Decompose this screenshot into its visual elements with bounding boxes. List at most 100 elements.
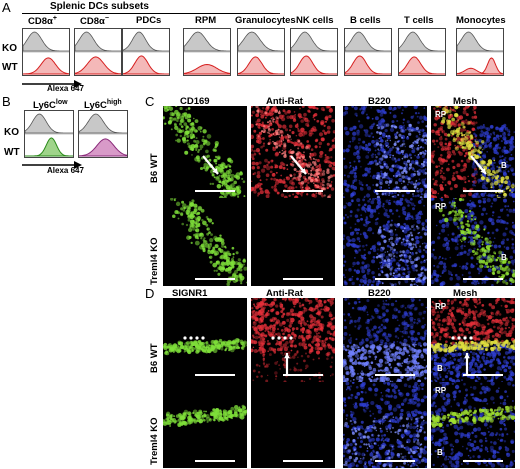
- wt-histogram-curve: [345, 55, 391, 75]
- wt-histogram-curve: [399, 56, 445, 75]
- wt-histogram-curve: [25, 137, 73, 157]
- ko-histogram-curve: [457, 31, 503, 52]
- tag-rp-d: RP: [435, 302, 447, 311]
- scale-bar: [195, 460, 235, 462]
- ko-histogram-curve: [25, 113, 73, 134]
- scale-bar: [375, 190, 415, 192]
- arrow-icon: [470, 155, 487, 175]
- axis-arrow-a: [22, 80, 82, 88]
- scale-bar: [283, 460, 323, 462]
- tag-rp-c2: RP: [435, 202, 447, 211]
- micrograph-mesh-b6-wt-d: RP B: [431, 298, 515, 382]
- scale-bar: [283, 374, 323, 376]
- scale-bar: [195, 278, 235, 280]
- ko-histogram-curve: [291, 31, 337, 52]
- row-label-b6-wt-c: B6 WT: [149, 153, 160, 183]
- row-label-b6-wt-d: B6 WT: [149, 343, 160, 373]
- ko-histogram-curve: [123, 31, 169, 52]
- micrograph-b220-b6-wt: [343, 106, 427, 198]
- wt-histogram-curve: [23, 57, 69, 75]
- hist-b-cells: [344, 28, 392, 76]
- ko-histogram-curve: [345, 31, 391, 52]
- tag-b-c: B: [501, 161, 507, 170]
- hist-t-cells: [398, 28, 446, 76]
- hist-monocytes: [456, 28, 504, 76]
- hist-ly6c-high: [78, 110, 128, 158]
- row-label-treml4-ko-c: Treml4 KO: [149, 237, 160, 285]
- tag-rp-c: RP: [435, 110, 447, 119]
- col-mesh-d: Mesh: [453, 288, 478, 299]
- micrograph-anti-rat-treml4-ko-d: [251, 382, 335, 468]
- scale-bar: [283, 278, 323, 280]
- micrograph-b220-b6-wt-d: [343, 298, 427, 382]
- col-anti-rat-c: Anti-Rat: [266, 96, 303, 107]
- hist-ly6c-low: [24, 110, 74, 158]
- micrograph-b220-treml4-ko-d: [343, 382, 427, 468]
- scale-bar: [375, 460, 415, 462]
- wt-histogram-curve: [184, 63, 230, 75]
- scale-bar: [283, 190, 323, 192]
- hist-cd8a-neg: [74, 28, 122, 76]
- hist-nk-cells: [290, 28, 338, 76]
- dotted-marker: [451, 336, 473, 340]
- micrograph-anti-rat-b6-wt-d: [251, 298, 335, 382]
- dotted-marker: [183, 336, 205, 340]
- axis-label-b: Alexa 647: [47, 166, 84, 175]
- col-b-cells: B cells: [350, 15, 381, 26]
- micrograph-cd169-treml4-ko: [163, 198, 247, 286]
- hist-granulocytes: [237, 28, 285, 76]
- col-t-cells: T cells: [404, 15, 434, 26]
- panel-letter-c: C: [145, 94, 155, 109]
- ko-histogram-curve: [79, 113, 127, 134]
- ko-histogram-curve: [184, 31, 230, 52]
- arrow-icon: [464, 353, 470, 376]
- scale-bar: [195, 374, 235, 376]
- micrograph-anti-rat-b6-wt: [251, 106, 335, 198]
- arrow-icon: [290, 155, 307, 175]
- micrograph-mesh-treml4-ko: RP B: [431, 198, 515, 286]
- axis-arrow-b: [22, 161, 82, 169]
- col-pdcs: PDCs: [136, 15, 162, 26]
- micrograph-anti-rat-treml4-ko: [251, 198, 335, 286]
- hist-rpm: [183, 28, 231, 76]
- hist-pdcs: [122, 28, 170, 76]
- scale-bar: [375, 278, 415, 280]
- row-label-treml4-ko-d: Treml4 KO: [149, 417, 160, 465]
- col-cd169: CD169: [180, 96, 210, 107]
- tag-b-c2: B: [501, 253, 507, 262]
- col-b220-d: B220: [368, 288, 391, 299]
- wt-histogram-curve: [238, 56, 284, 75]
- col-cd8a-pos: CD8α+: [28, 15, 57, 28]
- wt-histogram-curve: [291, 55, 337, 75]
- micrograph-signr1-b6-wt: [163, 298, 247, 382]
- wt-histogram-shoulder: [457, 67, 503, 75]
- scale-bar: [463, 374, 503, 376]
- col-monocytes: Monocytes: [456, 15, 506, 26]
- col-rpm: RPM: [195, 15, 217, 26]
- col-nk-cells: NK cells: [296, 15, 334, 26]
- col-cd8a-neg: CD8α−: [80, 15, 109, 28]
- tag-rp-d2: RP: [435, 386, 447, 395]
- arrow-icon: [284, 353, 290, 376]
- col-anti-rat-d: Anti-Rat: [266, 288, 303, 299]
- scale-bar: [463, 278, 503, 280]
- micrograph-signr1-treml4-ko: [163, 382, 247, 468]
- col-signr1: SIGNR1: [172, 288, 208, 299]
- micrograph-cd169-b6-wt: [163, 106, 247, 198]
- row-label-wt-b: WT: [4, 147, 20, 158]
- wt-histogram-curve: [75, 56, 121, 75]
- scale-bar: [463, 190, 503, 192]
- panel-letter-b: B: [2, 94, 11, 109]
- hist-cd8a-pos: [22, 28, 70, 76]
- dc-subsets-underline: [22, 13, 280, 14]
- row-label-wt-a: WT: [2, 62, 18, 73]
- col-granulocytes: Granulocytes: [235, 15, 296, 26]
- ko-histogram-curve: [23, 31, 69, 52]
- col-ly6c-low: Ly6Clow: [33, 99, 68, 112]
- wt-histogram-curve: [123, 55, 169, 75]
- arrow-icon: [202, 155, 219, 175]
- micrograph-mesh-treml4-ko-d: RP B: [431, 382, 515, 468]
- row-label-ko-a: KO: [2, 43, 17, 54]
- tag-b-d2: B: [437, 448, 443, 457]
- tag-b-d: B: [437, 364, 443, 373]
